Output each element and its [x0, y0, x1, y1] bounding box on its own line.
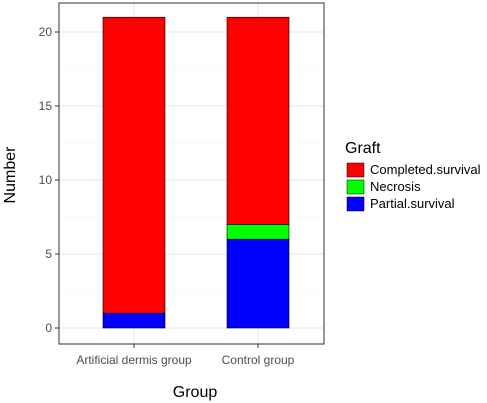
y-tick-label: 20: [39, 25, 53, 39]
legend-label: Partial.survival: [370, 196, 455, 211]
x-axis: Artificial dermis group Control group: [76, 344, 295, 367]
panel-border: [58, 2, 325, 345]
y-axis-title: Number: [2, 146, 19, 204]
y-tick-label: 5: [45, 247, 52, 261]
bar-segment-partial-survival: [102, 312, 166, 329]
bars: [102, 16, 290, 329]
legend-key: [346, 179, 365, 195]
y-axis: 0 5 10 15 20: [39, 25, 59, 335]
legend-label: Completed.survival: [370, 162, 481, 177]
legend-label: Necrosis: [370, 179, 421, 194]
y-tick-label: 10: [39, 173, 53, 187]
x-tick-label: Artificial dermis group: [76, 353, 192, 367]
legend-title: Graft: [345, 140, 381, 157]
legend: Graft Completed.survival Necrosis Partial.…: [345, 140, 481, 212]
bar-segment-necrosis: [226, 224, 290, 240]
y-tick-label: 15: [39, 99, 53, 113]
bar-segment-completed-survival: [226, 16, 290, 225]
legend-key: [346, 162, 365, 178]
legend-key: [346, 196, 365, 212]
x-axis-title: Group: [173, 384, 218, 401]
x-tick-label: Control group: [222, 353, 295, 367]
bar-segment-partial-survival: [226, 238, 290, 329]
bar-segment-completed-survival: [102, 16, 166, 314]
y-tick-label: 0: [45, 321, 52, 335]
